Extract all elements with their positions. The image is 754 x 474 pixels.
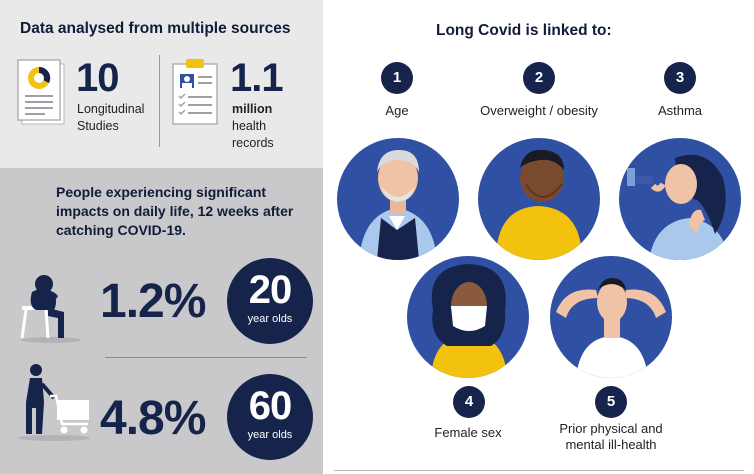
factor-label-prior-ill-health: Prior physical and mental ill-health [541,421,681,453]
factor-label-age: Age [385,103,409,118]
age-badge-20: 20 year olds [227,258,313,344]
portrait-stressed-man [550,256,672,378]
studies-label-line1: Longitudinal [77,102,145,116]
records-label-line3: records [232,136,274,150]
factor-label-line1: Prior physical and [559,421,663,436]
records-count: 1.1 [230,56,284,100]
impacts-heading: People experiencing significant impacts … [56,184,294,238]
left-panel: Data analysed from multiple sources 10 L… [0,0,323,474]
factor-label-overweight: Overweight / obesity [480,103,598,118]
person-with-trolley-icon [18,364,90,441]
age-badge-unit: year olds [247,429,293,441]
records-label-line2: health [232,119,267,133]
age-badge-number: 60 [248,384,293,428]
portrait-older-man [337,138,459,260]
age-badge-unit: year olds [247,313,293,325]
sources-divider [159,55,160,147]
age-badge-60: 60 year olds [227,374,313,460]
document-chart-icon [17,59,65,125]
long-covid-heading: Long Covid is linked to: [436,22,612,39]
records-label-line1: million [232,102,273,116]
percent-60-year-olds: 4.8% [100,392,206,445]
records-label: million health records [232,101,274,152]
studies-label: Longitudinal Studies [77,101,144,135]
portrait-overweight-man [478,138,600,260]
factor-label-asthma: Asthma [657,103,703,118]
age-badge-number: 20 [248,268,293,312]
factor-label-female-sex: Female sex [434,425,502,440]
portrait-woman-mask [407,256,529,378]
bottom-rule [334,470,744,471]
clipboard-record-icon [172,59,218,125]
factor-number-4: 4 [453,386,485,418]
factor-number-2: 2 [523,62,555,94]
factor-number-5: 5 [595,386,627,418]
percent-20-year-olds: 1.2% [100,275,206,328]
sources-heading: Data analysed from multiple sources [20,20,291,37]
factor-label-line2: mental ill-health [565,437,657,452]
factor-number-3: 3 [664,62,696,94]
portrait-woman-inhaler [619,138,741,260]
studies-label-line2: Studies [77,119,119,133]
impacts-divider [105,357,307,358]
distressed-person-icon [20,275,81,343]
studies-count: 10 [76,56,119,100]
factor-number-1: 1 [381,62,413,94]
